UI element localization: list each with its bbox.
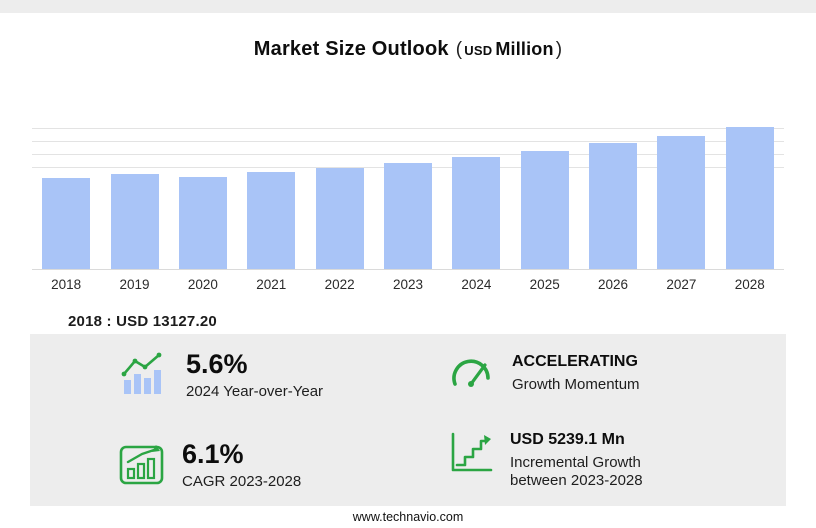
- bar-slot-2018: [32, 120, 100, 269]
- bar-slot-2020: [169, 120, 237, 269]
- bar-2021: [247, 172, 296, 269]
- incremental-label-line1: Incremental Growth: [510, 454, 641, 472]
- x-axis-label-2025: 2025: [529, 277, 560, 292]
- bar-slot-2023: [374, 120, 442, 269]
- page-title: Market Size Outlook (USD Million): [0, 38, 816, 61]
- bar-slot-2021: [237, 120, 305, 269]
- stat-incremental: USD 5239.1 Mn Incremental Growth between…: [448, 430, 643, 489]
- bar-2018: [42, 178, 91, 269]
- footer-url: www.technavio.com: [352, 510, 464, 524]
- bar-slot-2024: [442, 120, 510, 269]
- gridline: [32, 128, 784, 129]
- bar-slot-2025: [511, 120, 579, 269]
- stat-momentum: ACCELERATING Growth Momentum: [448, 352, 640, 394]
- bar-2022: [315, 168, 364, 269]
- x-axis-label-2020: 2020: [187, 277, 218, 292]
- x-axis-label-2023: 2023: [392, 277, 423, 292]
- yoy-label: 2024 Year-over-Year: [186, 383, 324, 401]
- cagr-label: CAGR 2023-2028: [182, 473, 302, 491]
- momentum-title: ACCELERATING: [512, 353, 638, 370]
- bar-slot-2026: [579, 120, 647, 269]
- x-axis-label-2026: 2026: [598, 277, 629, 292]
- title-paren-open: (: [455, 39, 463, 60]
- title-main: Market Size Outlook: [253, 38, 449, 60]
- bar-2019: [110, 174, 159, 269]
- speedometer-icon: [452, 359, 490, 387]
- x-axis-label-2024: 2024: [461, 277, 492, 292]
- bar-2028: [725, 127, 774, 269]
- bar-2020: [178, 177, 227, 269]
- stat-yoy: 5.6% 2024 Year-over-Year: [118, 350, 323, 400]
- bar-2026: [589, 143, 638, 269]
- annotation-2018-value: 2018 : USD 13127.20: [68, 313, 217, 330]
- bar-slot-2022: [305, 120, 373, 269]
- yoy-value: 5.6%: [186, 349, 248, 379]
- x-axis-label-2018: 2018: [51, 277, 82, 292]
- incremental-label-line2: between 2023-2028: [510, 472, 643, 490]
- bars-area: [32, 120, 784, 270]
- bar-trend-chart-icon: [121, 352, 162, 394]
- stats-panel: 5.6% 2024 Year-over-Year ACCELERATING Gr…: [30, 334, 786, 506]
- x-axis-label-2022: 2022: [324, 277, 355, 292]
- title-currency: USD: [464, 43, 493, 58]
- incremental-value: USD 5239.1 Mn: [510, 431, 625, 448]
- x-axis-label-2028: 2028: [734, 277, 765, 292]
- gridline: [32, 154, 784, 155]
- cagr-value: 6.1%: [182, 439, 244, 469]
- bar-slot-2027: [647, 120, 715, 269]
- bar-2027: [657, 136, 706, 269]
- title-paren-close: ): [555, 39, 563, 60]
- bar-slot-2028: [716, 120, 784, 269]
- title-unit: Million: [495, 39, 554, 59]
- x-axis-labels: 2018 2019 2020 2021 2022 2023 2024 2025 2026 2027…: [32, 277, 784, 292]
- stat-cagr: 6.1% CAGR 2023-2028: [118, 440, 301, 490]
- momentum-label: Growth Momentum: [512, 376, 640, 394]
- market-size-bar-chart: [32, 120, 784, 270]
- top-strip: [0, 0, 816, 13]
- bar-2023: [383, 163, 432, 269]
- x-axis-label-2021: 2021: [256, 277, 287, 292]
- gridline: [32, 141, 784, 142]
- step-growth-arrow-icon: [451, 432, 493, 472]
- bar-2024: [452, 157, 501, 269]
- bar-slot-2019: [100, 120, 168, 269]
- x-axis-label-2027: 2027: [666, 277, 697, 292]
- bar-2025: [520, 151, 569, 269]
- x-axis-label-2019: 2019: [119, 277, 150, 292]
- boxed-bar-growth-icon: [119, 445, 164, 485]
